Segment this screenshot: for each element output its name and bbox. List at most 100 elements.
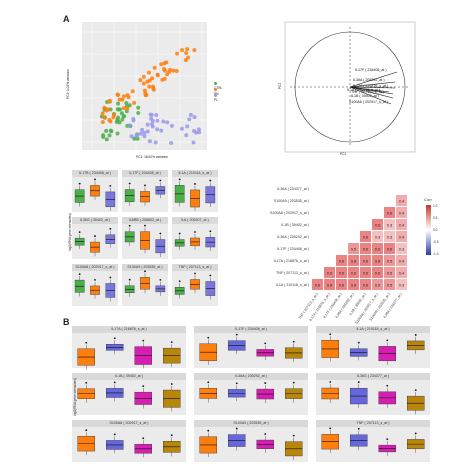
pca-point-pn: [183, 58, 188, 63]
facet-title: IL17F ( 234408_at ): [122, 170, 168, 177]
heatmap-value: 0.6: [387, 211, 393, 216]
heatmap-value: 0.6: [351, 271, 357, 276]
pca-point-pl: [191, 140, 196, 145]
pca-point-ctrl: [119, 111, 124, 116]
facet-panel: IL6RB ( 206802_at ): [122, 217, 168, 259]
facet-panel: TNF ( 207113_s_at ): [172, 264, 218, 306]
facet-svg: [77, 337, 181, 370]
pca-point-ctrl: [115, 131, 120, 136]
heatmap-cell: [348, 255, 359, 266]
loading-label: IL17F ( 234408_at ): [355, 68, 387, 72]
heatmap-cell: [396, 243, 407, 254]
pca-point-pn: [147, 84, 152, 89]
pca-point-pn: [107, 99, 112, 104]
pca-point-pn: [125, 93, 130, 98]
facet-title: IL17A ( 216876_s_at ): [72, 326, 186, 333]
pca-point-pl: [169, 123, 174, 128]
pca-point-pn: [186, 55, 191, 60]
facet-svg: [199, 381, 303, 404]
facet-title: S100A9 ( 203535_at ): [122, 264, 168, 271]
facet-panel: IL36A ( 205292_at ): [194, 373, 308, 415]
pca-point-pn: [180, 48, 185, 53]
box-a-ylabel: log2(RNA gene intensities): [68, 213, 72, 251]
heatmap-value: 0.6: [327, 271, 333, 276]
pca-point-pl: [129, 134, 134, 139]
pca-point-pn: [184, 51, 189, 56]
heatmap-value: 0.6: [363, 247, 369, 252]
pca-point-ctrl: [116, 115, 121, 120]
pca-point-pl: [150, 122, 155, 127]
pca-point-ctrl: [127, 103, 132, 108]
box-b-grid: IL17A ( 216876_s_at ) IL17F ( 234408_at )…: [72, 326, 432, 466]
facet-svg: [74, 273, 116, 302]
pca-point-pl: [131, 118, 136, 123]
pca-point-pn: [144, 93, 149, 98]
facet-panel: S100A8 ( 202917_s_at ): [72, 420, 186, 462]
heatmap-cell: [324, 267, 335, 278]
pca-point-pl: [134, 133, 139, 138]
loading-arrow: [349, 81, 396, 88]
heatmap-value: 0.4: [399, 223, 405, 228]
pca-point-pn: [147, 78, 152, 83]
pca-point-ctrl: [132, 136, 137, 141]
facet-title: S100A8 ( 202917_s_at ): [72, 264, 118, 271]
pca-point-pn: [102, 115, 107, 120]
circle-ylabel: PC2: [278, 82, 283, 90]
loading-arrow: [349, 86, 396, 89]
facet-panel: IL17F ( 234408_at ): [194, 326, 308, 368]
facet-svg: [124, 270, 166, 297]
facet-svg: [199, 333, 303, 365]
pca-point-pn: [155, 73, 160, 78]
heatmap-cell: [360, 279, 371, 290]
heatmap-value: 0.6: [327, 283, 333, 288]
heatmap-cell: [336, 279, 347, 290]
heatmap-cell: [384, 231, 395, 242]
pca-xlabel: PC1: 18.62% variance: [136, 155, 168, 159]
pca-point-pl: [154, 112, 159, 117]
facet-panel: IL6 ( 205207_at ): [172, 217, 218, 259]
pca-point-pn: [121, 94, 126, 99]
facet-svg: [321, 333, 425, 365]
heatmap-cell: [384, 267, 395, 278]
facet-svg: [74, 178, 116, 211]
heatmap-value: 0.3: [387, 235, 393, 240]
pca-point-pl: [159, 128, 164, 133]
heatmap-row-label: TNF ( 207113_s_at ): [276, 271, 309, 275]
pca-plot: PC1: 18.62% variance PC2: 1.04% variance…: [66, 22, 222, 159]
pca-point-pn: [141, 81, 146, 86]
heatmap-value: 0.5: [387, 271, 393, 276]
heatmap-cell: [396, 279, 407, 290]
facet-panel: S100A8 ( 202917_s_at ): [72, 264, 118, 306]
pca-point-ctrl: [104, 137, 109, 142]
facet-panel: IL1B ( 39402_at ): [72, 373, 186, 415]
pca-point-pl: [196, 127, 201, 132]
heatmap-cell: [348, 243, 359, 254]
heatmap-cell: [336, 255, 347, 266]
pca-point-pn: [175, 51, 180, 56]
pca-point-pl: [127, 123, 132, 128]
heatmap-row-label: S100A9 ( 203535_at ): [273, 199, 309, 203]
heatmap-cell: [348, 279, 359, 290]
circle-xlabel: PC1: [340, 152, 347, 156]
facet-panel: IL1A ( 210118_s_at ): [316, 326, 430, 368]
pca-point-pn: [138, 78, 143, 83]
heatmap-cell: [372, 243, 383, 254]
pca-point-pn: [168, 67, 173, 72]
pca-point-pl: [155, 118, 160, 123]
facet-panel: IL17B ( 234408_at ): [72, 170, 118, 212]
heatmap-value: 0.4: [399, 259, 405, 264]
facet-svg: [174, 272, 216, 300]
pca-point-pn: [160, 77, 165, 82]
pca-point-pl: [192, 115, 197, 120]
heatmap-value: 0.4: [399, 235, 405, 240]
pca-point-pn: [115, 92, 120, 97]
pca-point-pl: [165, 120, 170, 125]
facet-panel: IL36G ( 39402_at ): [72, 217, 118, 259]
heatmap-legend-tick: 0.5: [433, 216, 438, 220]
facet-title: IL36G ( 234377_at ): [316, 373, 430, 380]
pca-point-ctrl: [116, 107, 121, 112]
heatmap-cell: [384, 207, 395, 218]
corr-heatmap: IL36A ( 234377_at ) S100A9 ( 203535_at ) S…: [240, 175, 440, 325]
pca-point-ctrl: [104, 128, 109, 133]
heatmap-value: 0.6: [351, 283, 357, 288]
